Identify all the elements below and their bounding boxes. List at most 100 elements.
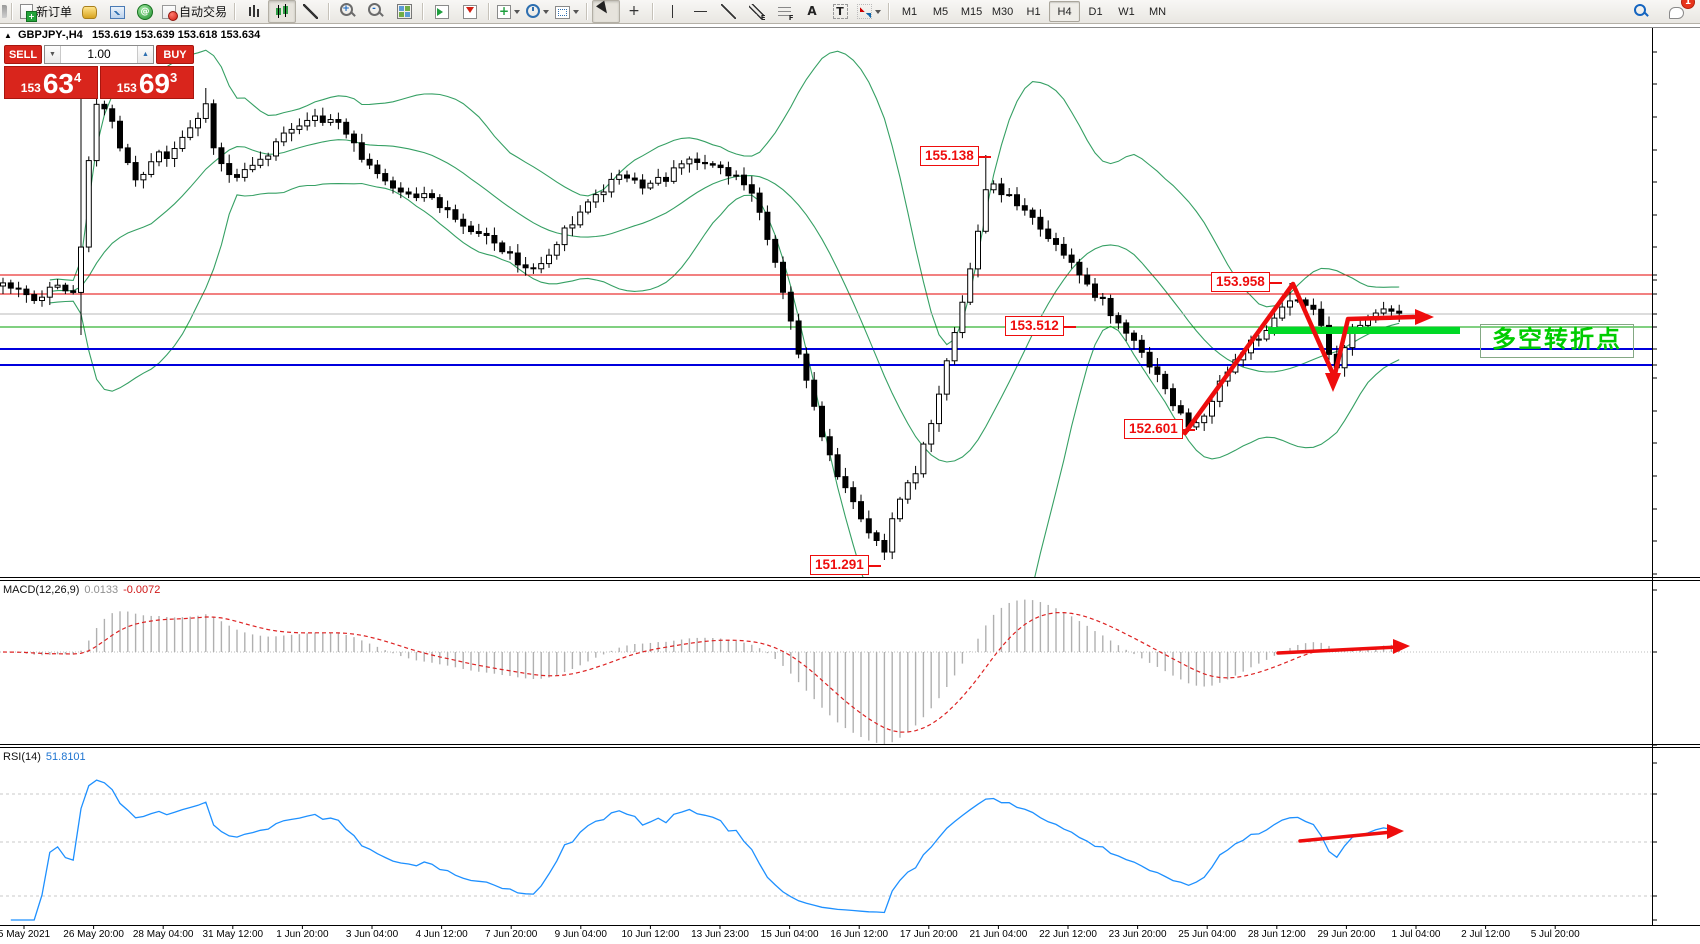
toolbar-separator bbox=[11, 3, 13, 20]
horizontal-line-icon bbox=[692, 4, 708, 19]
arrows-icon bbox=[857, 4, 873, 19]
time-axis[interactable]: 5 May 2021 26 May 20:00 28 May 04:00 31 May… bbox=[0, 929, 1700, 943]
macd-label: MACD(12,26,9) 0.0133 -0.0072 bbox=[3, 584, 160, 597]
terminal-button[interactable] bbox=[103, 0, 131, 23]
autotrading-button[interactable]: 自动交易 bbox=[159, 0, 230, 23]
fibonacci-button[interactable] bbox=[770, 0, 798, 23]
time-tick-label: 28 May 04:00 bbox=[132, 929, 194, 940]
time-tick-label: 17 Jun 20:00 bbox=[899, 929, 958, 940]
trendline-button[interactable] bbox=[714, 0, 742, 23]
time-tick-label: 31 May 12:00 bbox=[202, 929, 264, 940]
price-annotation-box[interactable]: 155.138 bbox=[920, 146, 991, 166]
symbol-ohlc: 153.619 153.639 153.618 153.634 bbox=[91, 29, 261, 41]
time-tick-label: 13 Jun 23:00 bbox=[691, 929, 749, 940]
time-tick-label: 9 Jun 04:00 bbox=[554, 929, 607, 940]
text-button[interactable]: A bbox=[798, 0, 826, 23]
price-annotation-box[interactable]: 153.512 bbox=[1005, 316, 1076, 336]
zoom-in-button[interactable]: + bbox=[334, 0, 362, 23]
buy-button[interactable]: BUY bbox=[156, 45, 194, 64]
buy-quote-button[interactable]: 153 69 3 bbox=[100, 66, 194, 99]
crosshair-button[interactable]: + bbox=[620, 0, 648, 23]
timeframe-button-d1[interactable]: D1 bbox=[1088, 5, 1103, 18]
crosshair-icon: + bbox=[628, 3, 640, 19]
gold-coin-button[interactable] bbox=[75, 0, 103, 23]
toolbar-separator bbox=[328, 3, 331, 20]
timeframe-group: M1 M5 M15 M30 H1 H4 D1 W1 MN bbox=[894, 1, 1173, 22]
text-label-icon: T bbox=[832, 4, 848, 19]
arrows-button[interactable] bbox=[854, 0, 884, 23]
timeframe-button-h1[interactable]: H1 bbox=[1026, 5, 1041, 18]
line-chart-icon bbox=[302, 4, 318, 19]
price-annotation-box[interactable]: 151.291 bbox=[810, 555, 881, 575]
sell-button[interactable]: SELL bbox=[4, 45, 42, 64]
cursor-icon bbox=[595, 0, 614, 21]
time-tick-label: 16 Jun 12:00 bbox=[830, 929, 889, 940]
new-chart-icon: + bbox=[497, 4, 512, 19]
notifications-button[interactable]: 1 bbox=[1662, 0, 1695, 23]
macd-value-signal: -0.0072 bbox=[123, 584, 161, 596]
line-chart-button[interactable] bbox=[296, 0, 324, 23]
candlestick-chart-button[interactable] bbox=[268, 0, 297, 23]
timeframe-button-m5[interactable]: M5 bbox=[932, 5, 949, 18]
community-button[interactable]: @ bbox=[131, 0, 159, 23]
timeframe-button-mn[interactable]: MN bbox=[1148, 5, 1167, 18]
new-order-label: 新订单 bbox=[36, 5, 73, 19]
globe-icon: @ bbox=[137, 3, 154, 20]
sell-price-sup: 4 bbox=[73, 70, 82, 85]
timeframe-button-m30[interactable]: M30 bbox=[991, 5, 1014, 18]
rsi-value: 51.8101 bbox=[45, 751, 86, 763]
time-tick-label: 4 Jun 12:00 bbox=[415, 929, 468, 940]
tile-windows-button[interactable] bbox=[390, 0, 418, 23]
chart-template-icon bbox=[555, 6, 571, 19]
new-chart-button[interactable]: + bbox=[494, 0, 523, 23]
toolbar-separator bbox=[234, 3, 237, 20]
rsi-name: RSI(14) bbox=[3, 751, 41, 763]
bar-chart-icon bbox=[246, 4, 262, 19]
price-annotation-box[interactable]: 152.601 bbox=[1124, 419, 1195, 439]
timeframe-button-h4[interactable]: H4 bbox=[1049, 1, 1081, 22]
cursor-button[interactable] bbox=[592, 0, 621, 23]
volume-stepper: ▼ 1.00 ▲ bbox=[44, 45, 154, 64]
chevron-down-icon bbox=[514, 10, 521, 17]
volume-up-button[interactable]: ▲ bbox=[137, 46, 153, 63]
zoom-out-button[interactable]: - bbox=[362, 0, 390, 23]
timeframe-button-m1[interactable]: M1 bbox=[901, 5, 918, 18]
horizontal-line-button[interactable] bbox=[686, 0, 714, 23]
bar-chart-button[interactable] bbox=[240, 0, 268, 23]
text-label-button[interactable]: T bbox=[826, 0, 854, 23]
gold-coin-icon bbox=[81, 6, 97, 19]
turning-point-note[interactable]: 多空转折点 bbox=[1480, 324, 1634, 358]
sell-quote-button[interactable]: 153 63 4 bbox=[4, 66, 98, 99]
sell-price-big: 63 bbox=[42, 68, 74, 99]
search-button[interactable] bbox=[1628, 0, 1656, 23]
symbol-name: GBPJPY-,H4 bbox=[17, 29, 83, 41]
volume-input[interactable]: 1.00 bbox=[87, 47, 111, 61]
macd-value-main: 0.0133 bbox=[84, 584, 119, 596]
periods-button[interactable] bbox=[523, 0, 552, 23]
expander-triangle-icon[interactable]: ▲ bbox=[4, 31, 12, 40]
chart-template-button[interactable] bbox=[552, 0, 582, 23]
time-tick-label: 26 May 20:00 bbox=[63, 929, 124, 940]
time-tick-label: 25 Jun 04:00 bbox=[1178, 929, 1237, 940]
channel-button[interactable] bbox=[742, 0, 770, 23]
equidistant-channel-icon bbox=[748, 4, 766, 22]
search-icon bbox=[1634, 3, 1646, 16]
vertical-line-button[interactable] bbox=[658, 0, 686, 23]
timeframe-button-w1[interactable]: W1 bbox=[1118, 5, 1135, 18]
new-order-button[interactable]: 新订单 bbox=[17, 0, 75, 23]
timeframe-button-m15[interactable]: M15 bbox=[960, 5, 983, 18]
autotrading-icon bbox=[162, 5, 179, 21]
time-tick-label: 21 Jun 04:00 bbox=[969, 929, 1028, 940]
volume-down-button[interactable]: ▼ bbox=[45, 46, 61, 63]
macd-name: MACD(12,26,9) bbox=[3, 584, 80, 596]
zoom-in-icon: + bbox=[339, 3, 353, 16]
time-tick-label: 15 Jun 04:00 bbox=[760, 929, 819, 940]
auto-scroll-button[interactable] bbox=[428, 0, 456, 23]
symbol-info-bar[interactable]: ▲ GBPJPY-,H4 153.619 153.639 153.618 153… bbox=[4, 29, 260, 42]
time-tick-label: 3 Jun 04:00 bbox=[345, 929, 399, 940]
buy-price-big: 69 bbox=[138, 68, 170, 99]
one-click-trading-panel: SELL ▼ 1.00 ▲ BUY 153 63 4 153 69 3 bbox=[4, 45, 194, 99]
chart-shift-button[interactable] bbox=[456, 0, 484, 23]
price-annotation-box[interactable]: 153.958 bbox=[1211, 272, 1282, 292]
